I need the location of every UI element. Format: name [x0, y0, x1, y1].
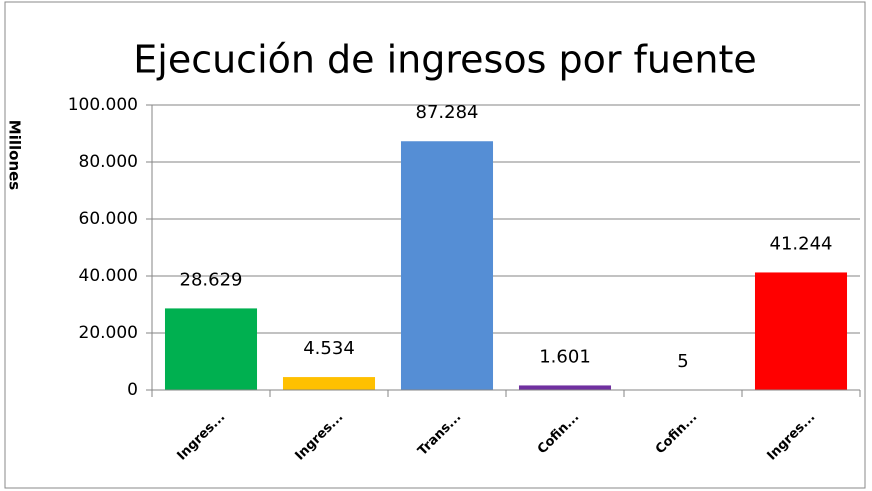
y-tick-label: 20.000 — [79, 323, 138, 343]
data-label: 41.244 — [770, 233, 833, 254]
bar — [400, 141, 494, 390]
chart-title: Ejecución de ingresos por fuente — [133, 38, 757, 82]
data-label: 4.534 — [303, 338, 355, 359]
y-tick-label: 0 — [127, 380, 138, 400]
bar — [754, 272, 848, 390]
bar — [164, 308, 258, 390]
data-label: 5 — [677, 351, 688, 372]
y-tick-label: 40.000 — [79, 266, 138, 286]
y-tick-label: 100.000 — [68, 95, 138, 115]
data-label: 1.601 — [539, 346, 591, 367]
y-tick-label: 80.000 — [79, 152, 138, 172]
bar — [282, 377, 376, 390]
data-label: 28.629 — [180, 269, 243, 290]
y-axis-label: Millones — [6, 120, 24, 191]
data-label: 87.284 — [416, 102, 479, 123]
bar — [518, 385, 612, 390]
y-tick-label: 60.000 — [79, 209, 138, 229]
